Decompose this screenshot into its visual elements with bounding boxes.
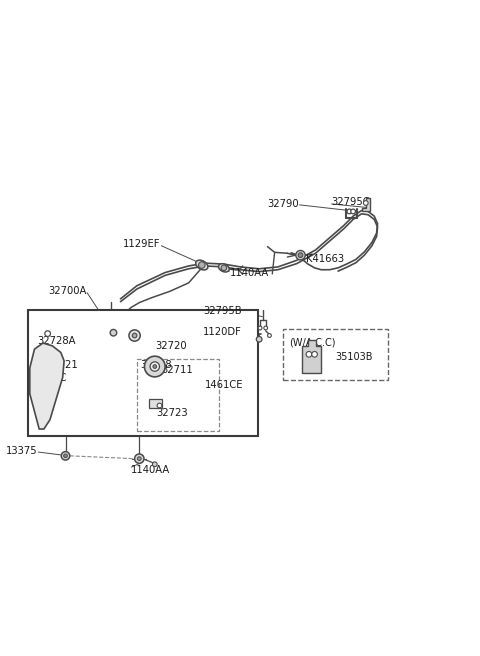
Circle shape xyxy=(153,462,157,466)
Circle shape xyxy=(144,356,165,377)
Text: 32728: 32728 xyxy=(141,359,172,370)
Text: 1129EF: 1129EF xyxy=(123,239,160,249)
Text: 1120DF: 1120DF xyxy=(204,327,242,337)
Circle shape xyxy=(132,333,137,338)
Circle shape xyxy=(157,403,162,408)
Circle shape xyxy=(256,337,262,342)
Text: 32721: 32721 xyxy=(47,359,78,370)
Polygon shape xyxy=(361,198,370,211)
Polygon shape xyxy=(302,340,321,373)
Circle shape xyxy=(363,201,368,205)
Text: 32720: 32720 xyxy=(155,341,186,351)
Circle shape xyxy=(267,334,271,337)
Circle shape xyxy=(306,352,312,357)
Circle shape xyxy=(129,330,140,341)
Bar xyxy=(283,329,388,380)
Text: 32790: 32790 xyxy=(267,199,299,209)
Text: 32728A: 32728A xyxy=(37,336,76,346)
Text: 1461CE: 1461CE xyxy=(204,380,243,390)
Text: 1140AA: 1140AA xyxy=(132,465,170,475)
Circle shape xyxy=(45,331,50,337)
Circle shape xyxy=(312,352,317,357)
Circle shape xyxy=(64,454,67,458)
Ellipse shape xyxy=(196,260,208,270)
Text: (W/A.C.C): (W/A.C.C) xyxy=(289,337,336,348)
Circle shape xyxy=(153,365,156,369)
Circle shape xyxy=(134,454,144,463)
Circle shape xyxy=(351,209,356,214)
Circle shape xyxy=(258,326,262,330)
Text: 32711: 32711 xyxy=(161,365,193,375)
Bar xyxy=(137,359,219,432)
Text: 32723: 32723 xyxy=(156,407,188,418)
Ellipse shape xyxy=(218,264,229,272)
Text: 35103B: 35103B xyxy=(335,352,373,361)
Text: 32700A: 32700A xyxy=(48,286,86,297)
Text: 32730C: 32730C xyxy=(28,373,66,383)
Circle shape xyxy=(264,326,267,330)
Bar xyxy=(28,310,258,436)
Circle shape xyxy=(150,362,159,371)
Bar xyxy=(149,400,162,408)
Circle shape xyxy=(347,209,352,214)
Circle shape xyxy=(298,253,303,258)
Polygon shape xyxy=(30,343,64,429)
Text: 1140AA: 1140AA xyxy=(230,268,269,277)
Text: 13375: 13375 xyxy=(6,446,37,456)
Text: 32795C: 32795C xyxy=(332,197,370,207)
Circle shape xyxy=(221,265,227,271)
Circle shape xyxy=(199,262,205,268)
Text: 32795B: 32795B xyxy=(204,306,242,316)
Circle shape xyxy=(61,451,70,460)
Circle shape xyxy=(137,457,141,461)
Text: K41663: K41663 xyxy=(306,255,344,264)
Circle shape xyxy=(110,329,117,336)
Circle shape xyxy=(296,251,305,260)
